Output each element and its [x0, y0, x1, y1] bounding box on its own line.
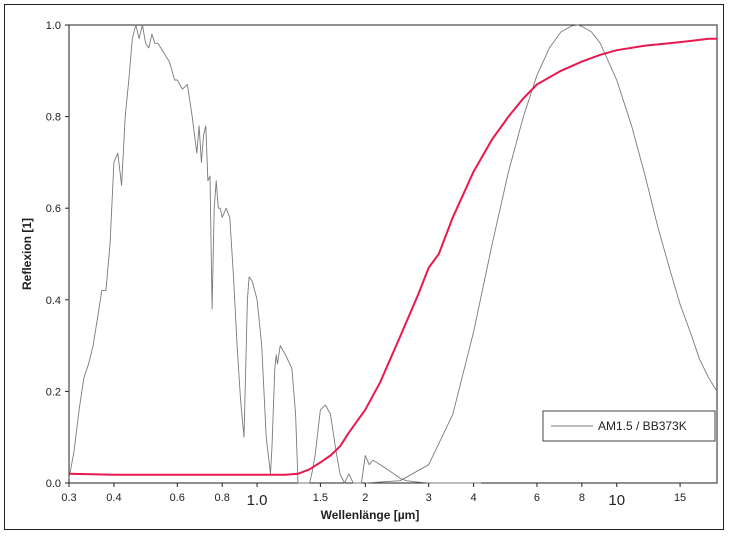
y-tick-label: 0.0 — [46, 478, 61, 490]
x-tick-label: 0.8 — [215, 492, 230, 504]
x-axis: 0.3 0.4 0.6 0.8 1.0 1.5 2 3 4 6 8 10 15 — [61, 483, 686, 509]
y-tick-label: 0.4 — [46, 295, 61, 307]
legend: AM1.5 / BB373K — [542, 410, 716, 442]
reflection-chart: 0.0 0.2 0.4 0.6 0.8 1.0 0.3 0.4 0.6 0.8 1.0 1.5 2 3 4… — [20, 20, 718, 522]
y-tick-label: 0.6 — [46, 203, 61, 215]
y-axis: 0.0 0.2 0.4 0.6 0.8 1.0 — [46, 20, 69, 490]
x-tick-label: 1.5 — [313, 492, 328, 504]
x-tick-label: 1.0 — [247, 492, 268, 509]
x-tick-label: 2 — [362, 492, 368, 504]
x-tick-label: 10 — [608, 492, 625, 509]
x-axis-title: Wellenlänge [µm] — [321, 508, 420, 522]
x-tick-label: 15 — [674, 492, 686, 504]
x-tick-label: 0.3 — [61, 492, 76, 504]
x-tick-label: 0.4 — [106, 492, 121, 504]
x-tick-label: 0.6 — [170, 492, 185, 504]
y-tick-label: 0.2 — [46, 386, 61, 398]
series-line-1 — [365, 24, 718, 484]
series-line-2 — [68, 37, 717, 476]
y-tick-label: 0.8 — [46, 112, 61, 124]
series-line-0 — [68, 24, 482, 484]
y-axis-title: Reflexion [1] — [20, 218, 34, 290]
x-tick-label: 4 — [471, 492, 477, 504]
series-layer — [68, 24, 718, 484]
x-tick-label: 8 — [579, 492, 585, 504]
x-tick-label: 6 — [534, 492, 540, 504]
plot-area — [68, 24, 718, 484]
x-tick-label: 3 — [426, 492, 432, 504]
legend-label: AM1.5 / BB373K — [598, 419, 687, 433]
y-tick-label: 1.0 — [46, 20, 61, 32]
chart-frame: 0.0 0.2 0.4 0.6 0.8 1.0 0.3 0.4 0.6 0.8 1.0 1.5 2 3 4… — [4, 4, 724, 530]
